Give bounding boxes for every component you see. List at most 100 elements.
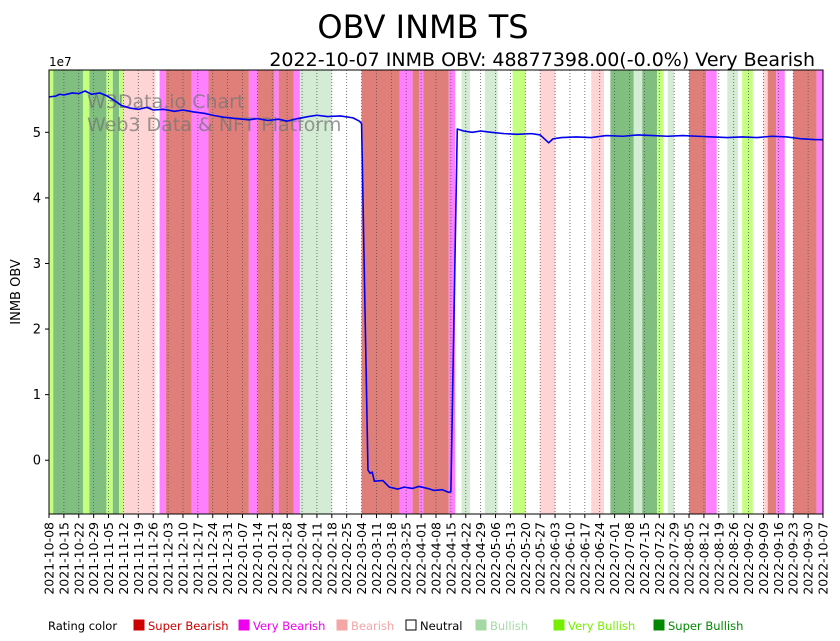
- x-tick-label: 2022-01-07: [235, 522, 250, 595]
- x-tick-label: 2022-06-24: [592, 522, 607, 595]
- legend-label: Super Bearish: [148, 619, 229, 633]
- x-tick-label: 2022-10-07: [816, 522, 831, 595]
- rating-band-super-bearish: [257, 70, 275, 514]
- rating-band-very-bullish: [119, 70, 124, 514]
- chart-subtitle: 2022-10-07 INMB OBV: 48877398.00(-0.0%) …: [269, 49, 815, 71]
- x-axis: 2021-10-08 2021-10-15 2021-10-22 2021-10-29…: [42, 514, 831, 595]
- rating-band-bearish: [540, 70, 556, 514]
- x-tick-label: 2022-03-25: [399, 522, 414, 595]
- x-tick-label: 2022-05-20: [518, 522, 533, 595]
- rating-legend: Rating color Super Bearish Very Bearish Bea…: [48, 619, 743, 633]
- x-tick-label: 2021-10-22: [71, 522, 86, 595]
- x-tick-label: 2022-07-15: [637, 522, 652, 595]
- x-tick-label: 2021-12-03: [161, 522, 176, 595]
- x-tick-label: 2022-09-16: [771, 522, 786, 595]
- x-tick-label: 2021-10-15: [56, 522, 71, 595]
- x-tick-label: 2022-02-11: [309, 522, 324, 595]
- rating-band-bearish: [591, 70, 604, 514]
- rating-band-very-bearish: [248, 70, 258, 514]
- rating-band-super-bearish: [412, 70, 419, 514]
- x-tick-label: 2022-08-26: [726, 522, 741, 595]
- x-tick-label: 2022-09-30: [801, 522, 816, 595]
- x-tick-label: 2022-06-17: [577, 522, 592, 595]
- rating-band-super-bullish: [610, 70, 634, 514]
- x-tick-label: 2022-03-18: [384, 522, 399, 595]
- legend-label: Bullish: [490, 619, 528, 633]
- rating-band-very-bullish: [742, 70, 753, 514]
- y-tick-label: 2: [33, 323, 41, 338]
- legend-title: Rating color: [48, 619, 117, 633]
- x-tick-label: 2022-04-01: [414, 522, 429, 595]
- x-tick-label: 2022-01-21: [265, 522, 280, 595]
- x-tick-label: 2022-05-06: [488, 522, 503, 595]
- rating-band-bullish: [667, 70, 675, 514]
- rating-bands: [49, 70, 823, 514]
- rating-band-very-bullish: [657, 70, 664, 514]
- x-tick-label: 2022-02-18: [324, 522, 339, 595]
- x-tick-label: 2022-03-04: [354, 522, 369, 595]
- rating-band-bearish: [763, 70, 768, 514]
- rating-band-bearish: [123, 70, 156, 514]
- x-tick-label: 2022-03-11: [369, 522, 384, 595]
- x-tick-label: 2022-02-25: [339, 522, 354, 595]
- legend-swatch: [336, 619, 348, 631]
- x-tick-label: 2022-04-29: [473, 522, 488, 595]
- rating-band-bullish: [299, 70, 332, 514]
- rating-band-very-bearish: [448, 70, 456, 514]
- legend-swatch: [553, 619, 565, 631]
- x-tick-label: 2022-04-08: [429, 522, 444, 595]
- legend-swatch: [133, 619, 145, 631]
- legend-swatch: [405, 619, 417, 631]
- x-tick-label: 2021-12-31: [220, 522, 235, 595]
- rating-band-very-bullish: [83, 70, 90, 514]
- rating-band-super-bearish: [689, 70, 707, 514]
- rating-band-very-bearish: [274, 70, 279, 514]
- x-tick-label: 2021-12-24: [205, 522, 220, 595]
- x-tick-label: 2021-11-26: [146, 522, 161, 595]
- x-tick-label: 2022-05-27: [533, 522, 548, 595]
- y-axis-label: INMB OBV: [9, 259, 24, 325]
- rating-band-very-bearish: [776, 70, 785, 514]
- y-tick-label: 3: [33, 257, 41, 272]
- rating-band-super-bearish: [793, 70, 817, 514]
- rating-band-very-bearish: [159, 70, 166, 514]
- rating-band-bullish: [633, 70, 643, 514]
- x-tick-label: 2022-09-09: [756, 522, 771, 595]
- x-tick-label: 2021-12-10: [175, 522, 190, 595]
- y-axis: 0 1 2 3 4 5: [33, 126, 49, 469]
- y-tick-label: 5: [33, 126, 41, 141]
- legend-swatch: [475, 619, 487, 631]
- x-tick-label: 2022-01-14: [250, 522, 265, 595]
- rating-band-super-bearish: [767, 70, 777, 514]
- legend-label: Very Bullish: [568, 619, 635, 633]
- x-tick-label: 2022-07-22: [652, 522, 667, 595]
- obv-series-line: [48, 90, 824, 494]
- x-tick-label: 2021-10-08: [42, 522, 57, 595]
- rating-band-super-bearish: [165, 70, 192, 514]
- x-tick-label: 2021-11-12: [116, 522, 131, 595]
- rating-band-super-bullish: [89, 70, 107, 514]
- rating-band-very-bullish: [106, 70, 113, 514]
- rating-band-super-bearish: [278, 70, 294, 514]
- x-tick-label: 2022-01-28: [280, 522, 295, 595]
- legend-swatch: [653, 619, 665, 631]
- y-tick-label: 1: [33, 388, 41, 403]
- rating-band-super-bullish: [642, 70, 658, 514]
- legend-label: Bearish: [351, 619, 394, 633]
- x-tick-label: 2022-07-01: [607, 522, 622, 595]
- x-tick-label: 2022-08-12: [696, 522, 711, 595]
- legend-label: Very Bearish: [253, 619, 325, 633]
- x-tick-label: 2022-08-19: [711, 522, 726, 595]
- legend-label: Neutral: [420, 619, 462, 633]
- x-tick-label: 2022-09-23: [786, 522, 801, 595]
- chart-title: OBV INMB TS: [317, 8, 528, 46]
- rating-band-very-bullish: [512, 70, 526, 514]
- rating-band-very-bearish: [816, 70, 823, 514]
- x-tick-label: 2021-11-19: [131, 522, 146, 595]
- rating-band-very-bullish: [49, 70, 54, 514]
- x-tick-label: 2021-11-05: [101, 522, 116, 595]
- legend-label: Super Bullish: [668, 619, 743, 633]
- rating-band-super-bullish: [53, 70, 84, 514]
- rating-band-very-bearish: [293, 70, 300, 514]
